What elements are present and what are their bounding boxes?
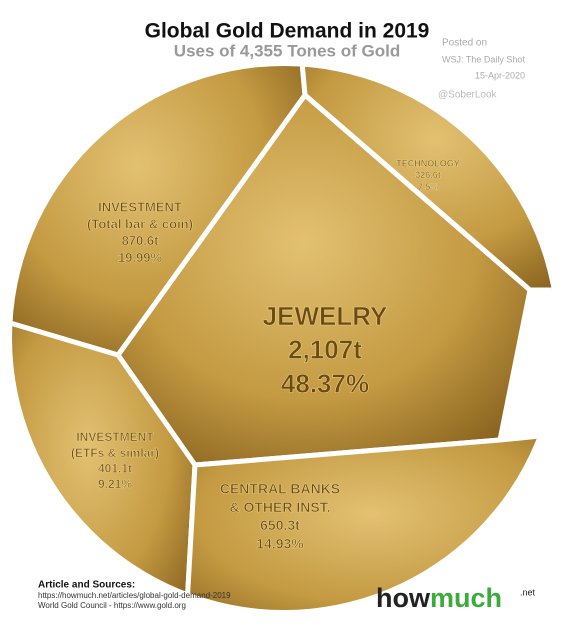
logo-suffix: .net	[520, 587, 536, 597]
share-label: 9.21%	[98, 477, 132, 491]
value-label: 401.1t	[98, 461, 132, 475]
logo-right: much	[430, 583, 502, 613]
footer-heading: Article and Sources:	[38, 580, 135, 591]
value-label: 870.6t	[122, 233, 160, 248]
category-label: INVESTMENT	[76, 430, 154, 444]
logo-left: how	[376, 583, 431, 613]
category-label: INVESTMENT	[98, 199, 182, 214]
footer-line: https://howmuch.net/articles/global-gold…	[38, 591, 231, 600]
annotation: WSJ: The Daily Shot	[442, 54, 525, 64]
category-label: & OTHER INST.	[229, 499, 330, 515]
share-label: 48.37%	[281, 368, 369, 398]
cell	[182, 427, 556, 610]
footer-line: World Gold Council - https://www.gold.or…	[38, 601, 186, 610]
logo: howmuch	[376, 583, 502, 613]
category-label: CENTRAL BANKS	[220, 481, 340, 497]
category-label: JEWELRY	[263, 301, 388, 331]
annotation: Posted on	[442, 38, 487, 49]
category-label: (Total bar & coin)	[87, 216, 193, 231]
annotation: 15-Apr-2020	[475, 70, 525, 80]
value-label: 326.6t	[415, 170, 441, 180]
category-label: (ETFs & simlar)	[71, 446, 159, 460]
share-label: 14.93%	[256, 535, 304, 551]
annotation: @SoberLook	[438, 90, 498, 101]
category-label: TECHNOLOGY	[396, 158, 460, 168]
value-label: 2,107t	[288, 335, 362, 365]
chart-title: Global Gold Demand in 2019	[145, 20, 430, 43]
value-label: 650.3t	[260, 517, 300, 533]
chart-subtitle: Uses of 4,355 Tones of Gold	[174, 41, 400, 60]
share-label: 7.5%	[418, 182, 439, 192]
share-label: 19.99%	[118, 250, 163, 265]
